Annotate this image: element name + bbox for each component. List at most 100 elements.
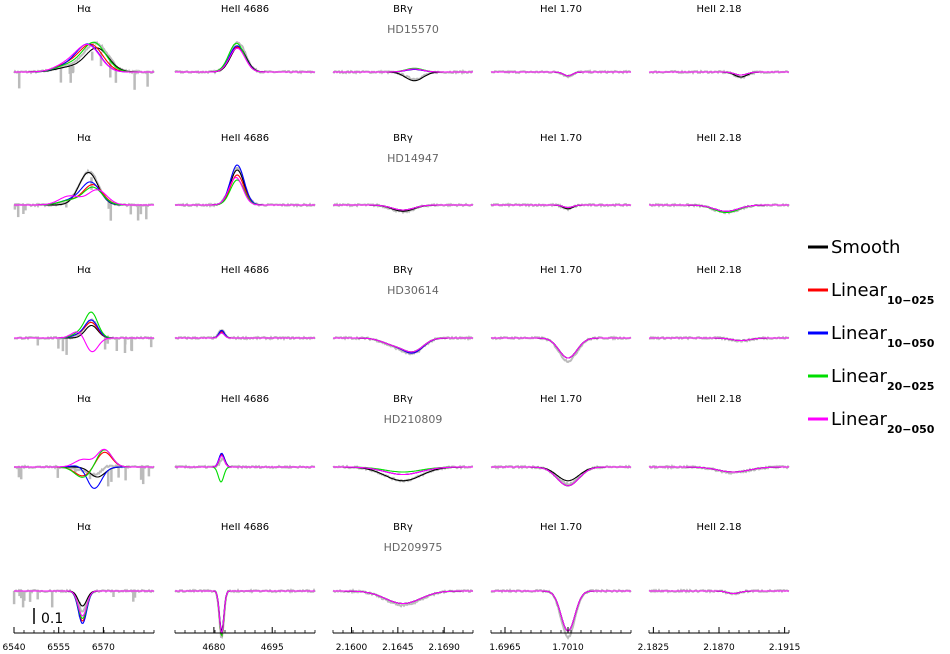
legend-subscript: 20−050 bbox=[887, 423, 935, 436]
panel: BRγ bbox=[332, 265, 474, 356]
model-line bbox=[14, 590, 154, 617]
model-line bbox=[175, 590, 315, 632]
legend-label: Linear10−050 bbox=[831, 323, 935, 350]
panel: HeI 1.70 bbox=[490, 4, 632, 79]
model-line bbox=[14, 331, 154, 353]
tick-label: 2.1870 bbox=[703, 643, 735, 653]
panel: HeI 1.70 bbox=[490, 133, 632, 212]
model-line bbox=[175, 330, 315, 339]
model-line bbox=[649, 204, 789, 212]
model-line bbox=[333, 466, 473, 476]
panel: HeII 4686 bbox=[174, 265, 316, 341]
model-line bbox=[491, 466, 631, 482]
model-line bbox=[649, 337, 789, 342]
model-line bbox=[491, 590, 631, 632]
model-line bbox=[175, 590, 315, 638]
legend-subscript: 10−050 bbox=[887, 337, 935, 350]
panel: HeII 2.18 bbox=[648, 394, 790, 475]
panel: Hα bbox=[13, 4, 155, 90]
tick-label: 1.7010 bbox=[552, 643, 584, 653]
model-line bbox=[175, 453, 315, 468]
model-line bbox=[175, 590, 315, 638]
model-line bbox=[333, 590, 473, 605]
model-line bbox=[491, 466, 631, 487]
model-line bbox=[333, 204, 473, 211]
model-line bbox=[491, 590, 631, 632]
panel: HeI 1.70 bbox=[490, 394, 632, 487]
panel: HeII 4686 bbox=[174, 394, 316, 483]
panel: BRγ bbox=[332, 133, 474, 215]
model-line bbox=[175, 452, 315, 468]
panel-title: HeII 4686 bbox=[221, 394, 269, 405]
panel-title: HeII 2.18 bbox=[696, 4, 741, 15]
tick-label: 4680 bbox=[202, 643, 225, 653]
panel: BRγ bbox=[332, 394, 474, 483]
legend-label: Linear10−025 bbox=[831, 280, 934, 307]
panel: Hα bbox=[12, 522, 155, 624]
observed-spectrum bbox=[332, 335, 474, 356]
legend-entry: Smooth bbox=[808, 237, 900, 258]
model-line bbox=[14, 43, 154, 73]
scale-bar-label: 0.1 bbox=[41, 611, 63, 627]
model-line bbox=[491, 590, 631, 632]
panel: BRγ bbox=[332, 522, 474, 608]
model-line bbox=[175, 453, 315, 468]
tick-label: 1.6965 bbox=[489, 643, 521, 653]
panel-title: BRγ bbox=[393, 265, 413, 276]
panel: HeII 2.18 bbox=[648, 522, 790, 596]
legend-subscript: 20−025 bbox=[887, 380, 935, 393]
model-line bbox=[14, 43, 154, 73]
panel: HeII 4686 bbox=[174, 522, 316, 639]
model-line bbox=[491, 204, 631, 209]
panel-title: HeI 1.70 bbox=[540, 522, 582, 533]
model-line bbox=[175, 590, 315, 635]
panel-title: BRγ bbox=[393, 522, 413, 533]
model-line bbox=[333, 466, 473, 482]
model-line bbox=[491, 71, 631, 77]
panel-title: HeI 1.70 bbox=[540, 4, 582, 15]
tick-label: 2.1915 bbox=[769, 643, 801, 653]
panel-title: Hα bbox=[77, 133, 92, 144]
panel-title: HeII 2.18 bbox=[696, 265, 741, 276]
legend-label: Smooth bbox=[831, 237, 900, 258]
model-line bbox=[175, 169, 315, 206]
scale-bar: 0.1 bbox=[33, 608, 63, 627]
panel-title: Hα bbox=[77, 394, 92, 405]
model-line bbox=[14, 311, 154, 339]
model-line bbox=[14, 189, 154, 206]
model-line bbox=[14, 181, 154, 206]
model-line bbox=[175, 174, 315, 206]
panel-title: HeI 1.70 bbox=[540, 133, 582, 144]
model-line bbox=[649, 590, 789, 595]
model-line bbox=[175, 164, 315, 206]
panel-title: HeII 2.18 bbox=[696, 394, 741, 405]
panel-title: HeI 1.70 bbox=[540, 394, 582, 405]
legend-label: Linear20−025 bbox=[831, 366, 934, 393]
star-label: HD15570 bbox=[387, 23, 439, 36]
panel-title: HeI 1.70 bbox=[540, 265, 582, 276]
panel-title: Hα bbox=[77, 522, 92, 533]
legend-entry: Linear10−050 bbox=[808, 323, 935, 350]
star-label: HD209975 bbox=[384, 541, 443, 554]
panel-title: HeII 2.18 bbox=[696, 522, 741, 533]
tick-label: 6555 bbox=[47, 643, 70, 653]
model-line bbox=[175, 176, 315, 206]
panel-title: HeII 4686 bbox=[221, 265, 269, 276]
tick-label: 4695 bbox=[261, 643, 284, 653]
model-line bbox=[491, 590, 631, 632]
model-line bbox=[175, 45, 315, 73]
panel: HeII 4686 bbox=[174, 4, 316, 75]
legend-label: Linear20−050 bbox=[831, 409, 935, 436]
panel: HeII 2.18 bbox=[648, 4, 790, 80]
tick-label: 2.1825 bbox=[638, 643, 670, 653]
tick-label: 6540 bbox=[3, 643, 26, 653]
model-line bbox=[333, 337, 473, 354]
panel-title: BRγ bbox=[393, 4, 413, 15]
panel-title: Hα bbox=[77, 265, 92, 276]
panel: Hα bbox=[13, 265, 155, 355]
model-line bbox=[175, 47, 315, 73]
star-label: HD14947 bbox=[387, 152, 439, 165]
tick-label: 6570 bbox=[92, 643, 115, 653]
tick-label: 2.1690 bbox=[428, 643, 460, 653]
